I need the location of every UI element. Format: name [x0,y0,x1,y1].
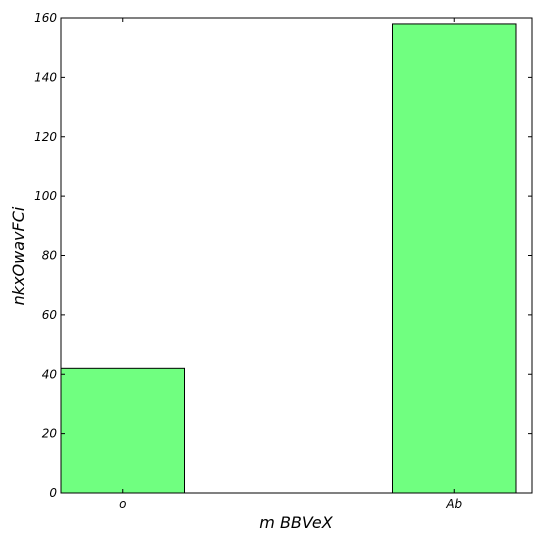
y-axis-label: nkxOwavFCi [9,206,28,305]
bars-layer [60,23,517,494]
y-tick-label: 140 [34,70,57,84]
tick-labels-layer: o Ab 0 20 40 60 80 100 120 140 160 [34,11,462,511]
bar-o [60,367,186,494]
y-tick-label: 80 [42,249,58,263]
y-tick-label: 100 [34,189,57,203]
x-tick-label: o [119,497,126,511]
y-tick-label: 160 [34,11,57,25]
bar-Ab [391,23,517,494]
y-tick-label: 40 [42,367,58,381]
y-tick-label: 0 [49,486,57,500]
y-tick-label: 60 [42,308,58,322]
y-tick-label: 120 [34,130,57,144]
x-tick-label: Ab [445,497,462,511]
ticks-layer [61,17,532,494]
y-tick-label: 20 [42,427,58,441]
x-axis-label: m BBVeX [259,513,333,532]
